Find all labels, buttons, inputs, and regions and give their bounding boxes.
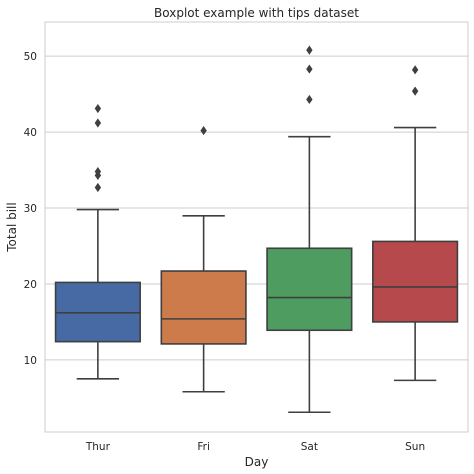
box-iqr — [160, 270, 247, 345]
plot-frame — [44, 21, 469, 433]
y-tick-label: 20 — [24, 279, 37, 291]
chart-title: Boxplot example with tips dataset — [154, 6, 359, 20]
x-tick-label: Sat — [301, 441, 318, 453]
x-axis-label: Day — [245, 455, 269, 469]
y-tick-label: 40 — [24, 127, 37, 139]
boxes-layer — [54, 45, 459, 414]
outlier-point — [94, 166, 102, 177]
y-tick-labels: 10 20 30 40 50 — [24, 51, 37, 367]
x-tick-labels: Thur Fri Sat Sun — [85, 441, 425, 453]
x-tick-label: Sun — [405, 441, 425, 453]
x-tick-label: Fri — [197, 441, 210, 453]
box-fri — [160, 125, 247, 393]
outlier-point — [411, 86, 419, 96]
outlier-point — [306, 45, 313, 55]
outlier-point — [94, 118, 102, 128]
outlier-point — [200, 125, 207, 136]
y-axis-label: Total bill — [5, 202, 19, 252]
outlier-point — [306, 94, 313, 105]
outlier-point — [306, 64, 313, 74]
x-tick-label: Thur — [85, 441, 111, 453]
box-thur — [54, 103, 141, 380]
box-iqr — [266, 247, 353, 332]
box-iqr — [372, 240, 459, 323]
box-sat — [266, 45, 353, 414]
outlier-point — [94, 103, 102, 114]
outlier-point — [94, 182, 102, 193]
y-tick-label: 50 — [24, 51, 37, 63]
y-tick-label: 10 — [24, 355, 37, 367]
outlier-point — [411, 65, 419, 75]
y-tick-label: 30 — [24, 203, 37, 215]
box-sun — [372, 65, 459, 382]
